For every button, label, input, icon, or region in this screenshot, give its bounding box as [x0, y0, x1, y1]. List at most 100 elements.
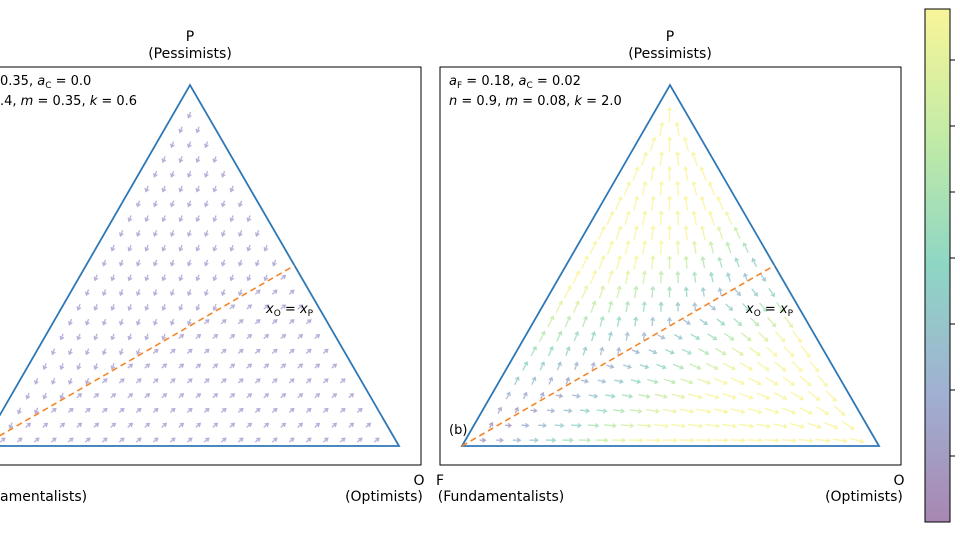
vector-arrow [186, 318, 192, 326]
vector-arrow [607, 269, 614, 285]
vector-arrow [792, 330, 802, 344]
vector-arrow [101, 318, 107, 326]
vector-arrow [589, 240, 598, 255]
vector-arrow [203, 200, 209, 208]
vector-arrow [641, 151, 648, 166]
vector-arrow [59, 392, 65, 400]
vector-arrow [698, 348, 710, 356]
vector-arrow [203, 348, 210, 354]
equal-line [461, 264, 775, 447]
vector-arrow [722, 362, 736, 371]
vector-arrow [666, 316, 673, 326]
vector-arrow [178, 156, 184, 164]
subscript: P [788, 309, 794, 319]
vector-arrow [127, 274, 133, 282]
vector-arrow [331, 422, 338, 428]
vector-arrow [127, 304, 133, 311]
vector-arrow [658, 301, 664, 312]
vector-arrow [653, 423, 670, 429]
vector-arrow [135, 289, 141, 297]
vector-arrow [254, 259, 260, 267]
vector-arrow [186, 230, 192, 238]
vector-arrow [759, 302, 768, 313]
vector-arrow [288, 437, 295, 443]
text-part: n [449, 94, 457, 109]
vector-arrow [646, 408, 660, 414]
parameter-text: n = 0.9, m = 0.08, k = 2.0 [449, 94, 622, 109]
vector-arrow [615, 225, 623, 240]
vector-arrow [169, 289, 175, 297]
vector-arrow [246, 393, 253, 399]
vector-arrow [587, 423, 600, 429]
vector-arrow [607, 300, 614, 313]
vector-arrow [739, 362, 754, 371]
vector-arrow [59, 363, 65, 371]
vector-arrow [616, 285, 622, 299]
vector-arrow [280, 304, 287, 310]
vector-arrow [675, 210, 681, 226]
vector-arrow [555, 393, 564, 399]
vector-arrow [271, 259, 277, 267]
vector-arrow [638, 393, 651, 399]
vertex-sublabel: amentalists) [0, 489, 87, 505]
vector-arrow [790, 391, 804, 401]
vector-arrow [767, 316, 777, 328]
vector-arrow [220, 200, 226, 208]
vector-arrow [692, 302, 698, 312]
vector-arrow [682, 136, 690, 152]
vector-arrow [546, 408, 556, 414]
vector-arrow [67, 407, 74, 414]
vector-arrow [757, 331, 769, 342]
subscript: F [457, 81, 462, 91]
vector-arrow [641, 300, 647, 313]
vector-arrow [765, 376, 779, 386]
vector-arrow [663, 378, 677, 385]
vector-arrow [681, 348, 693, 355]
vector-arrow [683, 165, 689, 181]
vector-arrow [562, 437, 574, 443]
vector-arrow [195, 156, 201, 164]
vector-arrow [246, 274, 252, 282]
vector-arrow [365, 422, 372, 428]
vector-arrow [675, 301, 681, 312]
vector-arrow [322, 437, 329, 443]
vector-arrow [521, 422, 530, 428]
vector-arrow [606, 240, 614, 255]
vector-arrow [331, 363, 338, 369]
vector-arrow [666, 165, 673, 181]
vector-arrow [755, 423, 772, 429]
vector-arrow [186, 141, 192, 149]
vector-arrow [672, 363, 685, 370]
vector-arrow [764, 437, 780, 443]
vector-arrow [237, 437, 244, 443]
vector-arrow [161, 363, 168, 369]
vector-arrow [632, 166, 640, 181]
vector-arrow [118, 407, 125, 414]
vector-arrow [683, 255, 689, 269]
vector-arrow [212, 393, 219, 399]
vector-arrow [93, 363, 99, 371]
vector-arrow [590, 300, 597, 313]
vector-arrow [573, 330, 580, 342]
vector-arrow [704, 423, 721, 429]
vector-arrow [246, 333, 253, 340]
vector-arrow [784, 316, 794, 329]
vector-arrow [699, 166, 707, 181]
vector-arrow [776, 302, 784, 313]
vector-arrow [322, 407, 329, 414]
vector-arrow [751, 288, 759, 297]
vector-arrow [237, 378, 244, 384]
vector-arrow [734, 288, 742, 297]
vector-arrow [212, 363, 219, 369]
vector-arrow [314, 333, 321, 340]
vector-arrow [555, 300, 564, 314]
vector-arrow [700, 225, 706, 240]
vector-arrow [152, 407, 159, 414]
vector-arrow [50, 437, 57, 443]
vector-arrow [849, 437, 865, 444]
vector-arrow [322, 348, 329, 354]
vector-arrow [750, 317, 760, 327]
vector-arrow [815, 438, 831, 444]
vector-arrow [305, 348, 312, 354]
vector-arrow [118, 230, 124, 238]
